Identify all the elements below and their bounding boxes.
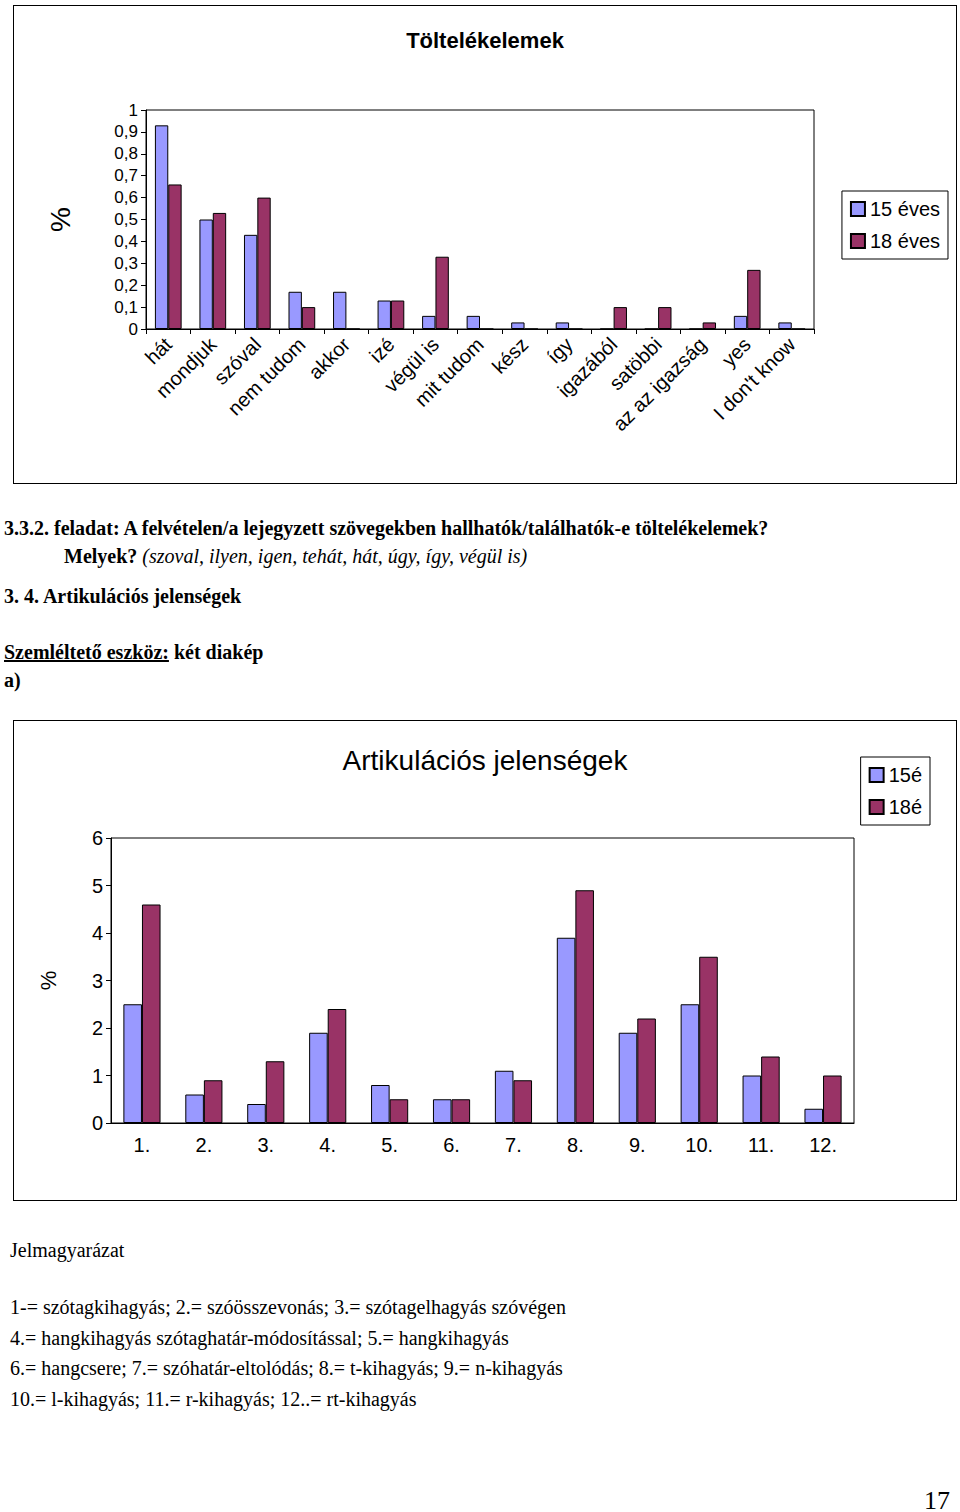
- svg-text:%: %: [36, 971, 61, 991]
- html-text:3. 4. Artikulációs jelenségek: 3. 4. Artikulációs jelenségek: [4, 585, 242, 607]
- svg-text:%: %: [45, 207, 76, 232]
- svg-text:0: 0: [92, 1112, 103, 1134]
- svg-text:5.: 5.: [381, 1134, 398, 1156]
- svg-text:1: 1: [129, 101, 138, 120]
- svg-text:0,9: 0,9: [114, 122, 138, 141]
- html-text:6.= hangcsere; 7.= szóhatár-el: 6.= hangcsere; 7.= szóhatár-eltolódás; 8…: [10, 1357, 563, 1379]
- svg-text:4.: 4.: [319, 1134, 336, 1156]
- svg-text:igazából: igazából: [553, 333, 621, 401]
- svg-text:9.: 9.: [629, 1134, 646, 1156]
- svg-text:0,2: 0,2: [114, 276, 138, 295]
- svg-text:Töltelékelemek: Töltelékelemek: [406, 28, 565, 53]
- svg-text:2: 2: [92, 1017, 103, 1039]
- svg-text:I don't know: I don't know: [709, 333, 800, 424]
- svg-text:2.: 2.: [196, 1134, 213, 1156]
- svg-text:Artikulációs jelenségek: Artikulációs jelenségek: [343, 745, 629, 776]
- svg-text:0,5: 0,5: [114, 210, 138, 229]
- svg-text:6: 6: [92, 827, 103, 849]
- svg-text:szóval: szóval: [209, 333, 266, 389]
- svg-text:10.: 10.: [685, 1134, 713, 1156]
- svg-text:15 éves: 15 éves: [870, 198, 940, 220]
- svg-text:0,8: 0,8: [114, 144, 138, 163]
- svg-text:az az igazság: az az igazság: [608, 333, 710, 435]
- svg-text:12.: 12.: [809, 1134, 837, 1156]
- svg-text:végül is: végül is: [379, 333, 444, 397]
- svg-text:3.: 3.: [257, 1134, 274, 1156]
- svg-text:3: 3: [92, 970, 103, 992]
- svg-text:6.: 6.: [443, 1134, 460, 1156]
- html-text:Szemléltető eszköz: két diakép: Szemléltető eszköz: két diakép: [4, 641, 264, 663]
- svg-text:1: 1: [92, 1065, 103, 1087]
- svg-text:yes: yes: [717, 333, 755, 371]
- html-text:Melyek? (szoval, ilyen, igen,: Melyek? (szoval, ilyen, igen, tehát, hát…: [64, 545, 528, 567]
- svg-text:akkor: akkor: [304, 333, 354, 383]
- svg-text:15é: 15é: [889, 764, 922, 786]
- svg-text:0,1: 0,1: [114, 298, 138, 317]
- svg-text:hát: hát: [141, 333, 177, 369]
- html-text:Jelmagyarázat: Jelmagyarázat: [10, 1239, 125, 1261]
- html-text:10.= l-kihagyás; 11.= r-kihagy: 10.= l-kihagyás; 11.= r-kihagyás; 12..= …: [10, 1387, 417, 1410]
- svg-text:kész: kész: [488, 333, 533, 378]
- svg-text:nem tudom: nem tudom: [223, 333, 309, 419]
- svg-text:0,7: 0,7: [114, 166, 138, 185]
- svg-text:11.: 11.: [748, 1134, 774, 1156]
- html-text:3.3.2. feladat: A felvételen/a: 3.3.2. feladat: A felvételen/a lejegyzet…: [4, 517, 769, 539]
- html-text:a): a): [4, 669, 21, 691]
- svg-text:így: így: [542, 333, 576, 367]
- svg-text:0,4: 0,4: [114, 232, 138, 251]
- svg-text:18é: 18é: [889, 796, 922, 818]
- html-text:4.= hangkihagyás szótaghatár-m: 4.= hangkihagyás szótaghatár-módosítássa…: [10, 1326, 509, 1349]
- svg-text:4: 4: [92, 922, 103, 944]
- svg-text:mondjuk: mondjuk: [152, 333, 222, 403]
- svg-text:18 éves: 18 éves: [870, 230, 940, 252]
- svg-text:5: 5: [92, 875, 103, 897]
- svg-text:8.: 8.: [567, 1134, 584, 1156]
- svg-text:satöbbi: satöbbi: [604, 333, 666, 395]
- svg-text:mit tudom: mit tudom: [410, 333, 488, 411]
- html-text:1-= szótagkihagyás; 2.= szóöss: 1-= szótagkihagyás; 2.= szóösszevonás; 3…: [10, 1296, 566, 1318]
- svg-text:izé: izé: [365, 333, 399, 367]
- svg-text:7.: 7.: [505, 1134, 522, 1156]
- svg-text:1.: 1.: [134, 1134, 151, 1156]
- svg-text:0: 0: [129, 320, 138, 339]
- svg-text:0,6: 0,6: [114, 188, 138, 207]
- svg-text:0,3: 0,3: [114, 254, 138, 273]
